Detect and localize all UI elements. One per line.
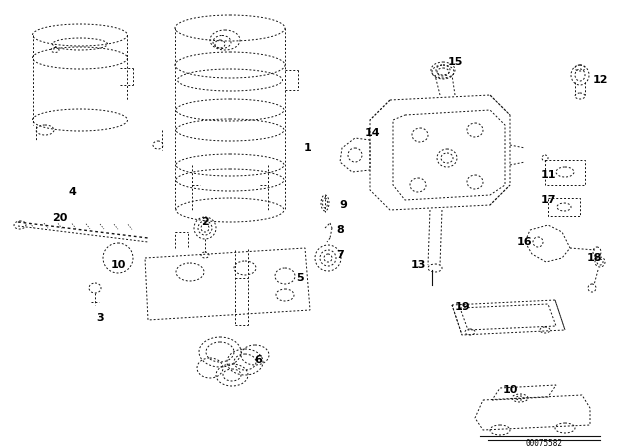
Text: 3: 3 xyxy=(96,313,104,323)
Bar xyxy=(545,160,585,185)
Text: 5: 5 xyxy=(296,273,304,283)
Text: 20: 20 xyxy=(52,213,68,223)
Text: 12: 12 xyxy=(592,75,608,85)
Text: 17: 17 xyxy=(540,195,556,205)
Text: 6: 6 xyxy=(254,355,262,365)
Text: 11: 11 xyxy=(540,170,556,180)
Text: 1: 1 xyxy=(304,143,312,153)
Text: 13: 13 xyxy=(410,260,426,270)
Text: 15: 15 xyxy=(447,57,463,67)
Text: 14: 14 xyxy=(364,128,380,138)
Text: 10: 10 xyxy=(502,385,518,395)
Text: 19: 19 xyxy=(455,302,471,312)
Text: 00075582: 00075582 xyxy=(525,439,563,448)
Text: 4: 4 xyxy=(68,187,76,197)
Text: 10: 10 xyxy=(110,260,125,270)
Text: 9: 9 xyxy=(339,200,347,210)
Text: 2: 2 xyxy=(201,217,209,227)
Text: 16: 16 xyxy=(517,237,533,247)
Text: 8: 8 xyxy=(336,225,344,235)
Text: 7: 7 xyxy=(336,250,344,260)
Bar xyxy=(548,198,580,216)
Text: 18: 18 xyxy=(586,253,602,263)
